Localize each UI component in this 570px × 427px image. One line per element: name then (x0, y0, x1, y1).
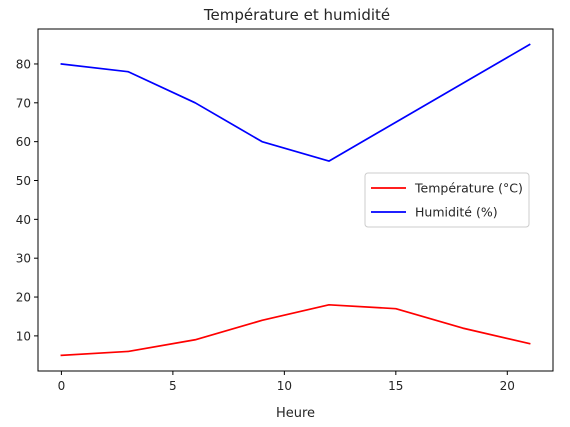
y-tick-label: 40 (16, 213, 31, 227)
series-line-humidity (60, 43, 531, 162)
legend-label: Humidité (%) (415, 205, 498, 220)
series-layer (60, 43, 531, 357)
y-tick-label: 20 (16, 291, 31, 305)
y-tick-label: 80 (16, 57, 31, 71)
y-tick-label: 10 (16, 329, 31, 343)
series-line-temperature (60, 303, 531, 357)
legend-label: Température (°C) (414, 181, 523, 196)
y-tick-label: 60 (16, 135, 31, 149)
y-tick-label: 30 (16, 252, 31, 266)
legend: Température (°C) Humidité (%) (364, 172, 530, 228)
y-tick-label: 50 (16, 174, 31, 188)
legend-box (364, 172, 530, 228)
x-tick-label: 5 (169, 379, 177, 393)
x-axis-label: Heure (276, 406, 315, 421)
y-tick-label: 70 (16, 96, 31, 110)
plot-frame (37, 28, 554, 372)
x-tick-label: 15 (388, 379, 403, 393)
x-tick-label: 20 (500, 379, 515, 393)
chart-title: Température et humidité (203, 6, 390, 24)
y-axis: 10 20 30 40 50 60 70 80 (16, 57, 38, 343)
x-tick-label: 0 (58, 379, 66, 393)
x-axis: 0 5 10 15 20 (58, 371, 515, 393)
x-tick-label: 10 (277, 379, 292, 393)
